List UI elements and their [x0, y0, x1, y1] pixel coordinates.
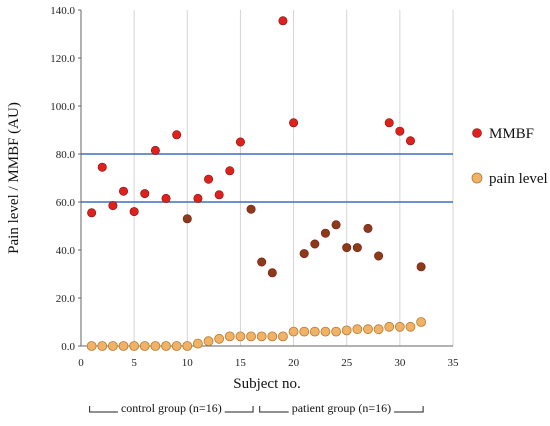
- mmbf-point: [363, 223, 373, 233]
- reference-lines: [81, 153, 453, 203]
- mmbf-point: [352, 243, 362, 253]
- control-group-label: control group (n=16): [121, 401, 222, 415]
- mmbf-point: [235, 137, 245, 147]
- mmbf-point: [278, 16, 288, 26]
- x-tick-label: 25: [341, 357, 353, 369]
- pain-level-point: [246, 331, 256, 342]
- group-brackets: control group (n=16) patient group (n=16…: [89, 400, 424, 416]
- mmbf-point: [374, 251, 384, 261]
- pain-level-point: [416, 317, 427, 327]
- pain-level-point: [405, 321, 416, 332]
- y-tick-label: 40.0: [56, 245, 76, 257]
- y-tick-label: 0.0: [61, 341, 75, 353]
- mmbf-point: [225, 166, 235, 176]
- pain-level-point: [161, 341, 171, 351]
- mmbf-point: [342, 243, 352, 253]
- data-points: [86, 16, 427, 351]
- mmbf-point: [172, 130, 182, 140]
- legend-mmbf-label: MMBF: [489, 126, 534, 142]
- mmbf-point: [405, 136, 415, 146]
- pain-level-point: [288, 326, 299, 337]
- tick-labels: 0 5 10 15 20 25 30 35 0.0 20.0 40.0 60.0 80.0 100.0 12…: [50, 5, 459, 369]
- pain-level-point: [267, 331, 278, 342]
- pain-level-point: [256, 331, 267, 342]
- pain-level-point: [150, 341, 161, 351]
- y-tick-label: 60.0: [56, 197, 76, 209]
- mmbf-point: [150, 145, 160, 155]
- mmbf-point: [214, 190, 224, 200]
- x-tick-label: 5: [131, 357, 137, 369]
- mmbf-point: [193, 193, 203, 203]
- mmbf-point: [384, 118, 394, 128]
- x-tick-label: 15: [235, 357, 247, 369]
- mmbf-point: [108, 201, 118, 211]
- y-tick-label: 120.0: [50, 53, 75, 65]
- pain-level-point: [86, 341, 97, 351]
- mmbf-point: [267, 268, 277, 278]
- legend-pain-level-marker: [471, 172, 483, 184]
- mmbf-point: [140, 189, 150, 199]
- y-tick-label: 140.0: [50, 5, 75, 17]
- mmbf-point: [161, 193, 171, 203]
- pain-level-point: [299, 326, 310, 337]
- mmbf-point: [87, 208, 97, 218]
- group-label-backing: [117, 400, 225, 416]
- legend-pain-level-label: pain level: [489, 171, 548, 187]
- pain-level-point: [331, 326, 341, 337]
- pain-level-point: [107, 341, 118, 351]
- x-tick-label: 10: [182, 357, 194, 369]
- pain-level-point: [320, 326, 331, 337]
- legend: MMBF pain level: [471, 126, 548, 187]
- pain-level-point: [139, 341, 150, 351]
- mmbf-point: [119, 186, 129, 196]
- mmbf-point: [310, 239, 320, 249]
- mmbf-point: [204, 174, 214, 184]
- pain-level-point: [394, 321, 405, 332]
- x-tick-label: 35: [448, 357, 460, 369]
- mmbf-point: [331, 220, 341, 230]
- pain-level-point: [97, 341, 108, 351]
- mmbf-point: [299, 249, 309, 259]
- pain-level-point: [235, 331, 246, 342]
- pain-level-point: [171, 341, 182, 351]
- mmbf-point: [416, 262, 426, 272]
- mmbf-point: [395, 126, 405, 136]
- mmbf-point: [97, 162, 107, 172]
- patient-group-label: patient group (n=16): [292, 401, 391, 415]
- pain-level-point: [309, 326, 320, 337]
- pain-level-point: [384, 321, 395, 332]
- pain-level-point: [224, 331, 235, 342]
- pain-level-point: [373, 324, 384, 335]
- pain-level-point: [352, 324, 363, 335]
- pain-level-point: [118, 341, 129, 351]
- x-tick-label: 20: [288, 357, 300, 369]
- y-tick-label: 80.0: [56, 149, 76, 161]
- pain-level-point: [182, 341, 193, 351]
- y-tick-label: 20.0: [56, 293, 76, 305]
- x-tick-label: 0: [78, 357, 84, 369]
- x-tick-label: 30: [394, 357, 406, 369]
- mmbf-point: [129, 207, 139, 217]
- pain-level-point: [341, 325, 352, 336]
- pain-level-point: [193, 338, 203, 349]
- y-tick-label: 100.0: [50, 101, 75, 113]
- pain-level-point: [129, 341, 140, 351]
- pain-level-point: [278, 331, 288, 342]
- pain-level-point: [214, 333, 225, 344]
- group-label-backing: [288, 400, 395, 416]
- gridlines: [133, 10, 454, 346]
- y-axis-title: Pain level / MMBF (AU): [6, 102, 22, 254]
- pain-level-point: [203, 336, 214, 347]
- mmbf-point: [246, 204, 256, 214]
- pain-level-point: [363, 324, 373, 335]
- mmbf-point: [289, 118, 299, 128]
- mmbf-point: [182, 214, 192, 224]
- legend-mmbf-marker: [472, 128, 482, 138]
- mmbf-point: [320, 228, 330, 238]
- mmbf-point: [257, 257, 267, 267]
- x-axis-title: Subject no.: [233, 376, 301, 392]
